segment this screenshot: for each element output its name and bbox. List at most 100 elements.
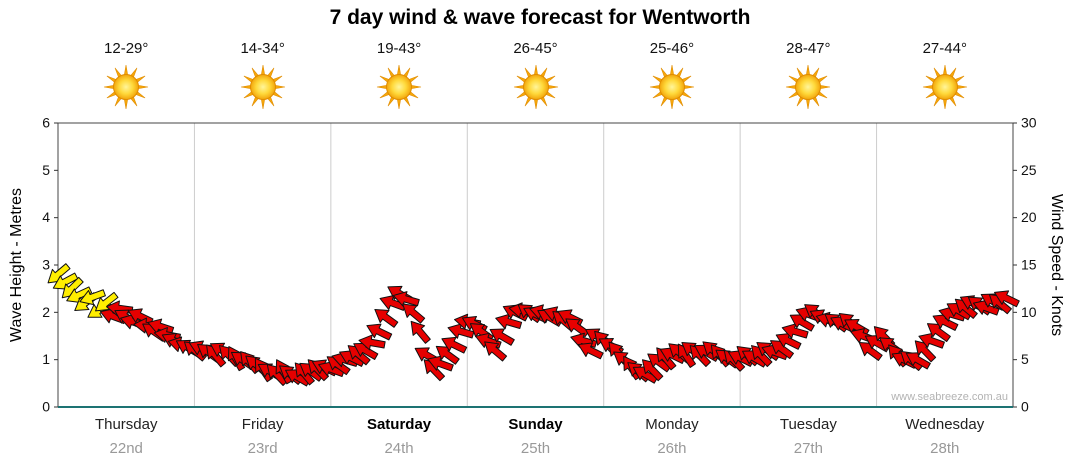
sun-icon	[377, 64, 422, 110]
day-forecast-column: 28-47°	[763, 40, 853, 111]
sun-icon	[240, 64, 285, 110]
day-date: 22nd	[109, 440, 143, 457]
right-axis-tick-label: 0	[1021, 399, 1029, 415]
left-axis-tick-label: 3	[42, 257, 50, 273]
temperature-range: 12-29°	[104, 40, 149, 57]
sun-icon	[922, 64, 967, 110]
day-forecast-column: 27-44°	[900, 40, 990, 111]
day-date: 23rd	[247, 440, 278, 457]
wind-arrow	[932, 314, 959, 331]
day-axis-label: Sunday 25th	[471, 416, 601, 457]
wind-arrow	[789, 314, 815, 332]
right-axis-title: Wind Speed - Knots	[1048, 193, 1065, 337]
wind-arrow	[775, 333, 802, 350]
day-name: Tuesday	[779, 416, 837, 433]
day-name: Sunday	[508, 416, 563, 433]
sun-disc	[658, 74, 685, 100]
wind-arrow	[577, 342, 604, 360]
wind-arrow	[972, 299, 1000, 316]
right-axis-tick-label: 15	[1021, 257, 1037, 273]
wind-arrow	[410, 320, 431, 344]
day-date: 25th	[520, 440, 551, 457]
wind-arrow	[926, 323, 951, 343]
sun-disc	[386, 74, 413, 100]
right-axis-tick-label: 20	[1021, 209, 1037, 225]
right-axis-tick-label: 10	[1021, 304, 1037, 320]
day-forecast-column: 26-45°	[491, 40, 581, 111]
sun-disc	[522, 74, 549, 100]
day-name: Saturday	[366, 416, 432, 433]
day-date: 27th	[793, 440, 823, 457]
day-name: Wednesday	[905, 416, 985, 433]
right-axis-tick-label: 25	[1021, 162, 1037, 178]
wind-arrow	[781, 323, 809, 339]
left-axis-tick-label: 1	[42, 351, 50, 367]
page-title: 7 day wind & wave forecast for Wentworth	[329, 6, 751, 29]
wind-arrow	[918, 332, 945, 349]
day-axis-label: Wednesday 28th	[880, 416, 1010, 457]
wind-arrow	[770, 340, 794, 360]
left-axis-title: Wave Height - Metres	[8, 187, 25, 343]
left-axis-tick-label: 6	[42, 115, 50, 131]
day-date: 24th	[384, 440, 414, 457]
day-date: 26th	[657, 440, 687, 457]
left-axis-tick-label: 0	[42, 399, 50, 415]
left-axis-tick-label: 4	[42, 209, 50, 225]
day-axis-label: Monday 26th	[607, 416, 737, 457]
wind-arrow	[79, 289, 106, 306]
day-name: Thursday	[94, 416, 158, 433]
wind-arrow	[435, 345, 460, 365]
right-axis-tick-label: 30	[1021, 115, 1037, 131]
wind-arrow	[366, 323, 393, 341]
day-axis-label: Saturday 24th	[334, 416, 464, 457]
sun-disc	[931, 74, 958, 100]
day-name: Friday	[241, 416, 284, 433]
wind-arrow	[905, 352, 931, 370]
temperature-range: 14-34°	[240, 40, 285, 57]
temperature-range: 27-44°	[922, 40, 967, 57]
temperature-range: 28-47°	[786, 40, 831, 57]
sun-disc	[249, 74, 276, 100]
day-axis-label: Tuesday 27th	[743, 416, 873, 457]
wind-arrow	[914, 340, 937, 363]
day-name: Monday	[645, 416, 699, 433]
sun-disc	[795, 74, 822, 100]
wind-arrow	[353, 342, 379, 360]
day-forecast-column: 12-29°	[81, 40, 171, 111]
wind-arrow	[427, 355, 454, 372]
day-date: 28th	[930, 440, 960, 457]
wind-arrow	[392, 291, 420, 307]
temperature-range: 19-43°	[376, 40, 422, 57]
wind-arrow	[402, 303, 426, 324]
sun-icon	[104, 64, 149, 110]
wind-arrow	[447, 323, 475, 339]
day-axis-label: Thursday 22nd	[61, 416, 191, 457]
sun-icon	[513, 64, 558, 110]
wind-arrow	[489, 328, 515, 346]
sun-icon	[649, 64, 694, 110]
wind-arrow	[641, 359, 664, 382]
wind-arrow	[127, 308, 154, 326]
wind-arrow	[994, 290, 1020, 308]
wind-arrow	[374, 308, 399, 328]
plot-frame	[57, 122, 1014, 408]
temperature-range: 26-45°	[513, 40, 558, 57]
wind-arrow	[441, 336, 468, 354]
wind-arrow	[495, 313, 523, 330]
day-forecast-column: 14-34°	[218, 40, 308, 111]
day-forecast-column: 19-43°	[354, 40, 444, 111]
wind-arrow	[484, 341, 508, 362]
day-forecast-column: 25-46°	[627, 40, 717, 111]
left-axis-tick-label: 5	[42, 162, 50, 178]
wind-arrow	[358, 334, 386, 351]
temperature-range: 25-46°	[649, 40, 695, 57]
sun-disc	[113, 74, 140, 100]
watermark: www.seabreeze.com.au	[891, 391, 1008, 403]
right-axis-tick-label: 5	[1021, 351, 1029, 367]
wind-arrow	[858, 342, 883, 361]
sun-icon	[786, 64, 831, 110]
day-axis-label: Friday 23rd	[198, 416, 328, 457]
left-axis-tick-label: 2	[42, 304, 50, 320]
